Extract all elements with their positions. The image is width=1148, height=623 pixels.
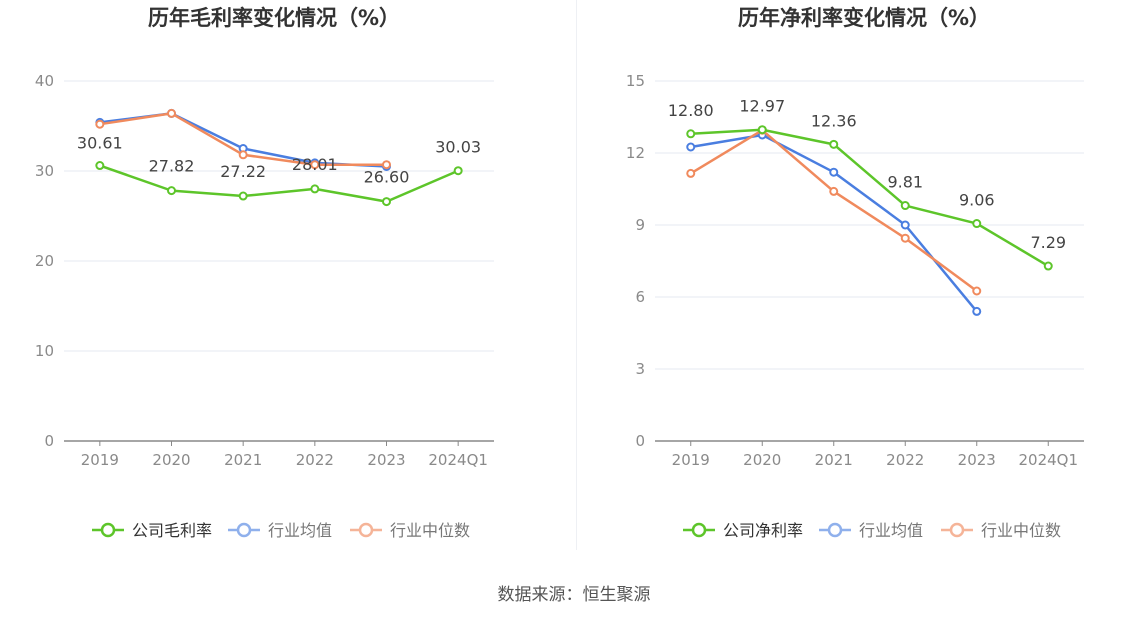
legend-marker [100, 522, 116, 538]
data-point-avg [972, 306, 982, 316]
x-tick-label: 2020 [743, 451, 781, 469]
series-line-company [690, 128, 1049, 268]
data-point-company [1043, 261, 1053, 271]
data-label: 7.29 [1030, 233, 1066, 252]
data-label: 9.81 [887, 173, 923, 192]
legend-item-avg: 行业均值 [819, 521, 923, 540]
y-tick-label: 30 [35, 162, 54, 180]
data-point-median [95, 119, 105, 129]
x-tick-label: 2022 [296, 451, 334, 469]
data-point-avg [686, 142, 696, 152]
data-point-company [95, 161, 105, 171]
data-label: 26.60 [364, 168, 410, 187]
chart-panel-1: 历年毛利率变化情况（%） 0 10 20 30 40 2019 2020 2021 2022 202… [35, 6, 494, 540]
legend-marker [358, 522, 374, 538]
y-tick-label: 0 [44, 432, 54, 450]
x-tick-label: 2020 [152, 451, 190, 469]
y-tick-label: 3 [635, 360, 645, 378]
legend-label: 公司净利率 [723, 521, 803, 540]
legend-item-median: 行业中位数 [941, 521, 1061, 540]
data-point-company [686, 129, 696, 139]
legend-label: 行业中位数 [390, 521, 470, 540]
legend-label: 行业均值 [859, 521, 923, 540]
data-label: 28.01 [292, 155, 338, 174]
series-line-median [690, 128, 978, 293]
y-tick-label: 20 [35, 252, 54, 270]
data-label: 30.03 [435, 138, 481, 157]
chart-title: 历年毛利率变化情况（%） [148, 6, 400, 30]
data-label: 27.82 [149, 157, 195, 176]
x-tick-label: 2023 [367, 451, 405, 469]
legend-item-avg: 行业均值 [228, 521, 332, 540]
legend-marker [827, 522, 843, 538]
chart-panel-2: 历年净利率变化情况（%） 0 3 6 9 12 15 2019 2020 2021 2022 2023… [626, 6, 1084, 540]
data-point-company [900, 201, 910, 211]
data-label: 30.61 [77, 134, 123, 153]
data-point-median [686, 168, 696, 178]
legend-marker [949, 522, 965, 538]
legend-item-median: 行业中位数 [350, 521, 470, 540]
data-point-median [972, 286, 982, 296]
y-tick-label: 12 [626, 144, 645, 162]
data-point-avg [900, 220, 910, 230]
data-source-note: 数据来源：恒生聚源 [497, 585, 651, 605]
x-tick-label: 2024Q1 [1018, 451, 1078, 469]
chart-title: 历年净利率变化情况（%） [738, 6, 990, 30]
y-tick-label: 10 [35, 342, 54, 360]
x-tick-label: 2024Q1 [428, 451, 488, 469]
x-tick-label: 2019 [81, 451, 119, 469]
data-point-company [382, 197, 391, 207]
data-point-company [829, 139, 839, 149]
y-tick-label: 6 [635, 288, 645, 306]
data-point-company [310, 184, 320, 194]
data-point-median [238, 150, 248, 160]
data-point-company [238, 191, 248, 201]
data-label: 12.80 [668, 101, 714, 120]
legend-label: 行业均值 [268, 521, 332, 540]
data-point-median [310, 160, 320, 170]
data-label: 12.36 [811, 111, 857, 130]
legend-marker [236, 522, 252, 538]
x-tick-label: 2019 [672, 451, 710, 469]
legend-item-company: 公司毛利率 [92, 521, 212, 540]
data-point-avg [829, 167, 839, 177]
data-point-median [900, 233, 910, 243]
legend-label: 行业中位数 [981, 521, 1061, 540]
data-point-company [453, 166, 463, 176]
data-label: 12.97 [739, 97, 785, 116]
series-line-company [99, 164, 459, 203]
data-point-company [167, 186, 176, 196]
legend-item-company: 公司净利率 [683, 521, 803, 540]
legend-marker [691, 522, 707, 538]
data-point-median [382, 160, 391, 170]
data-point-company [972, 219, 982, 229]
x-tick-label: 2022 [886, 451, 924, 469]
x-tick-label: 2021 [815, 451, 853, 469]
y-tick-label: 0 [635, 432, 645, 450]
panel-divider [576, 0, 577, 550]
data-point-company [757, 125, 767, 135]
series-line-avg [690, 133, 978, 313]
data-point-median [829, 186, 839, 196]
legend-label: 公司毛利率 [132, 521, 212, 540]
x-tick-label: 2023 [958, 451, 996, 469]
data-point-median [167, 108, 176, 118]
y-tick-label: 15 [626, 72, 645, 90]
x-tick-label: 2021 [224, 451, 262, 469]
y-tick-label: 40 [35, 72, 54, 90]
y-tick-label: 9 [635, 216, 645, 234]
data-label: 27.22 [220, 162, 266, 181]
data-label: 9.06 [959, 191, 995, 210]
